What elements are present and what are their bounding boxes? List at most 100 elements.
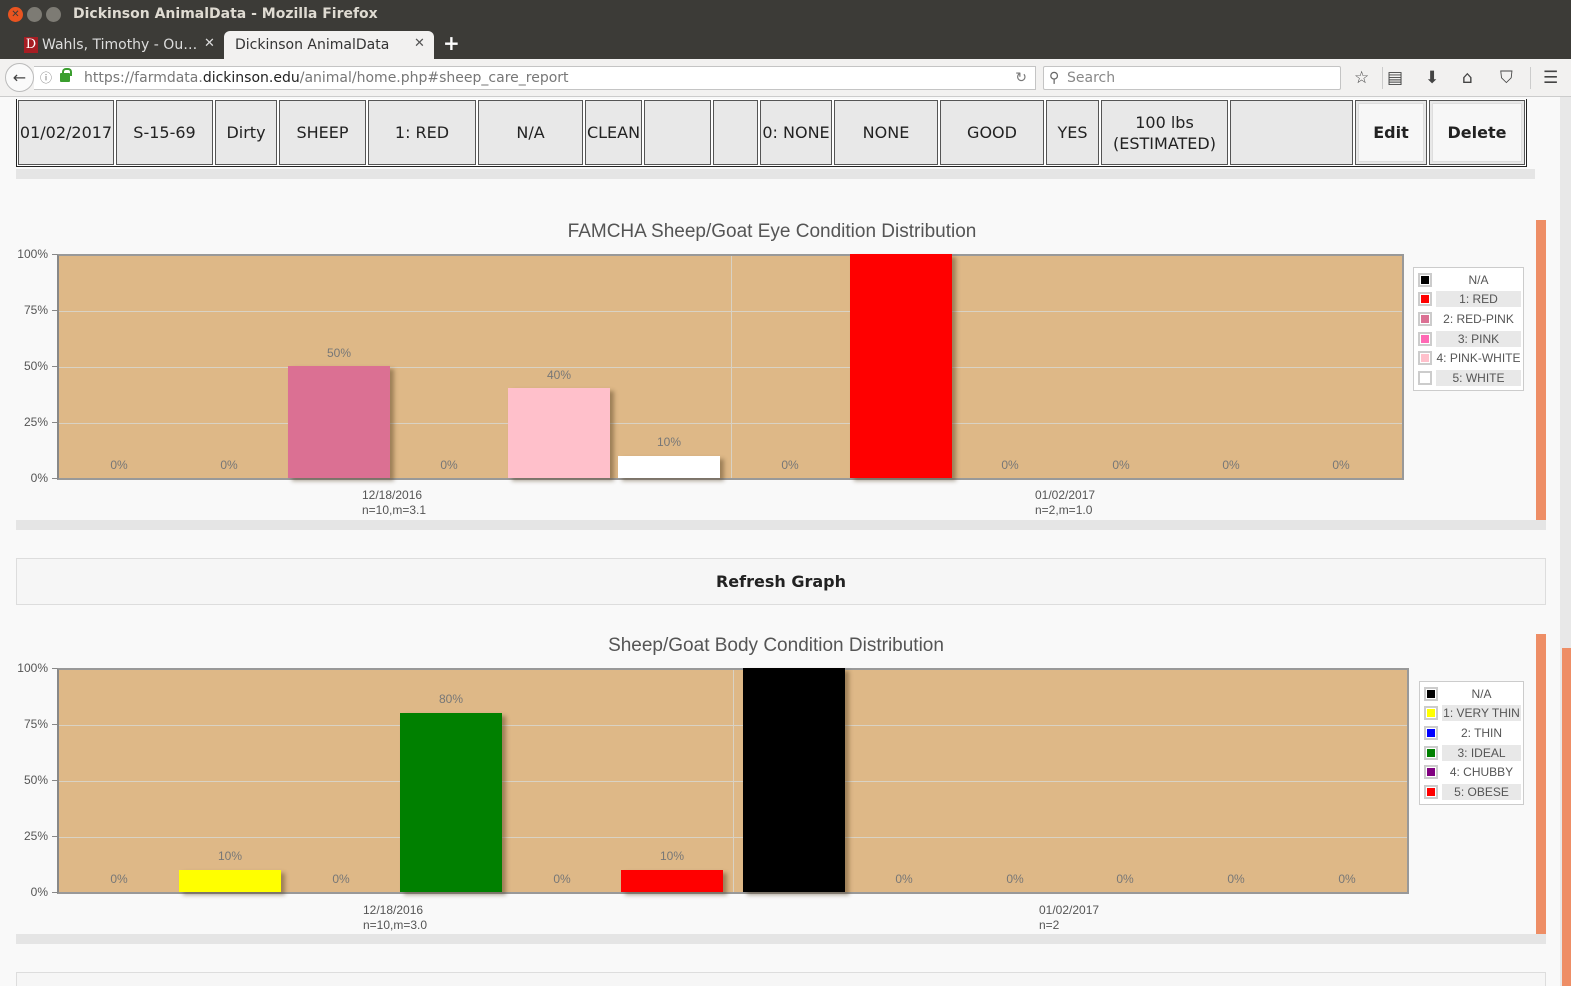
refresh-graph-button[interactable]: Refresh Graph [16,558,1546,605]
y-tick-label: 100% [17,247,48,261]
edit-cell: Edit [1355,100,1427,165]
bar-value-label: 10% [659,849,685,863]
legend-item-na[interactable]: N/A [1422,684,1521,704]
legend-item-red-pink[interactable]: 2: RED-PINK [1416,309,1521,329]
gridline [59,311,1402,312]
close-tab-icon[interactable]: ✕ [414,36,425,51]
tab-wahls[interactable]: D Wahls, Timothy - Ou… ✕ [18,31,223,59]
bar-value-label: 0% [553,872,571,886]
tab-bar: D Wahls, Timothy - Ou… ✕ Dickinson Anima… [0,29,1571,59]
legend-item-very-thin[interactable]: 1: VERY THIN [1422,704,1521,724]
url-text[interactable]: https://farmdata.dickinson.edu/animal/ho… [84,70,569,86]
bar-red-01-02-2017[interactable] [850,254,952,478]
y-tick [52,310,58,311]
y-tick-label: 50% [23,773,48,787]
page-scrollbar[interactable] [1560,97,1571,986]
bar-value-label: 0% [220,458,238,472]
search-input[interactable]: ⚲ Search [1043,66,1341,90]
bar-value-label: 0% [332,872,350,886]
group-divider [731,256,732,478]
cell-scour: 0: NONE [760,100,832,165]
legend-item-ideal[interactable]: 3: IDEAL [1422,743,1521,763]
minimize-window-button[interactable] [27,7,42,22]
table-footer-bar [16,169,1535,179]
maximize-window-button[interactable] [46,7,61,22]
legend-item-thin[interactable]: 2: THIN [1422,723,1521,743]
legend-swatch [1424,725,1438,740]
cell-comments [1230,100,1353,165]
legend-item-pink[interactable]: 3: PINK [1416,329,1521,349]
close-tab-icon[interactable]: ✕ [204,36,215,51]
legend-item-red[interactable]: 1: RED [1416,290,1521,310]
next-section-box [16,972,1546,986]
toolbar-separator [1382,67,1383,89]
cell-hoof: GOOD [940,100,1044,165]
bar-value-label: 0% [895,872,913,886]
bar-na-01-02-2017[interactable] [743,668,845,892]
chart-resize-handle[interactable] [1536,220,1546,520]
y-tick-label: 100% [17,661,48,675]
y-tick [52,836,58,837]
legend-swatch [1418,292,1432,307]
y-tick-label: 0% [30,471,48,485]
edit-button[interactable]: Edit [1358,103,1424,162]
menu-icon[interactable]: ☰ [1543,68,1559,88]
bar-pink-white-12-18-2016[interactable] [508,388,610,478]
cell-animal-id: S-15-69 [116,100,213,165]
eye-condition-chart: FAMCHA Sheep/Goat Eye Condition Distribu… [0,97,1560,537]
chart-footer-bar [16,934,1546,944]
bar-value-label: 0% [1006,872,1024,886]
legend-item-chubby[interactable]: 4: CHUBBY [1422,762,1521,782]
close-window-button[interactable]: ✕ [8,7,23,22]
y-tick [52,254,58,255]
bar-obese-12-18-2016[interactable] [621,870,723,892]
bar-red-pink-12-18-2016[interactable] [288,366,390,478]
legend-item-white[interactable]: 5: WHITE [1416,368,1521,388]
cell-coat: Dirty [215,100,277,165]
y-tick-label: 75% [23,717,48,731]
pocket-icon[interactable]: ⛉ [1500,68,1513,88]
plot-area: 0% 10% 0% 80% 0% 10% 0% 0% 0% 0% 0% [57,668,1409,894]
reload-icon[interactable]: ↻ [1015,70,1027,86]
y-tick-label: 25% [23,829,48,843]
legend-item-obese[interactable]: 5: OBESE [1422,782,1521,802]
legend-swatch [1424,686,1438,701]
bar-value-label: 0% [1332,458,1350,472]
tab-dickinson-animaldata[interactable]: Dickinson AnimalData ✕ [224,31,434,59]
legend-item-pink-white[interactable]: 4: PINK-WHITE [1416,348,1521,368]
cell-tail: CLEAN [585,100,642,165]
chart-title: Sheep/Goat Body Condition Distribution [608,635,944,656]
star-icon[interactable]: ☆ [1354,68,1370,88]
search-icon: ⚲ [1049,70,1060,86]
cell-eye-condition: 1: RED [368,100,476,165]
delete-cell: Delete [1429,100,1525,165]
reading-list-icon[interactable]: ▤ [1387,68,1404,88]
bar-value-label: 0% [1116,872,1134,886]
tab-label: Dickinson AnimalData [235,37,390,53]
toolbar-separator [1530,67,1531,89]
bar-value-label: 0% [1338,872,1356,886]
record-table-row: 01/02/2017 S-15-69 Dirty SHEEP 1: RED N/… [16,99,1527,167]
new-tab-button[interactable]: + [443,31,460,55]
delete-button[interactable]: Delete [1432,103,1522,162]
info-icon[interactable]: ⓘ [40,71,53,85]
cell-empty-2 [713,100,758,165]
chart-resize-handle[interactable] [1536,634,1546,934]
bar-value-label: 0% [1227,872,1245,886]
legend-swatch [1424,765,1438,780]
scrollbar-thumb[interactable] [1562,648,1571,986]
legend-swatch [1424,706,1438,721]
legend-item-na[interactable]: N/A [1416,270,1521,290]
bar-very-thin-12-18-2016[interactable] [179,870,281,892]
bar-value-label: 10% [217,849,243,863]
y-tick [52,478,58,479]
bar-ideal-12-18-2016[interactable] [400,713,502,892]
home-icon[interactable]: ⌂ [1462,68,1473,88]
legend-swatch [1418,331,1432,346]
bar-white-12-18-2016[interactable] [618,456,720,478]
legend-swatch [1424,784,1438,799]
back-button[interactable]: ← [5,63,34,92]
url-bar[interactable]: ⓘ https://farmdata.dickinson.edu/animal/… [34,66,1036,90]
legend-swatch [1418,311,1432,326]
download-icon[interactable]: ⬇ [1425,68,1440,88]
